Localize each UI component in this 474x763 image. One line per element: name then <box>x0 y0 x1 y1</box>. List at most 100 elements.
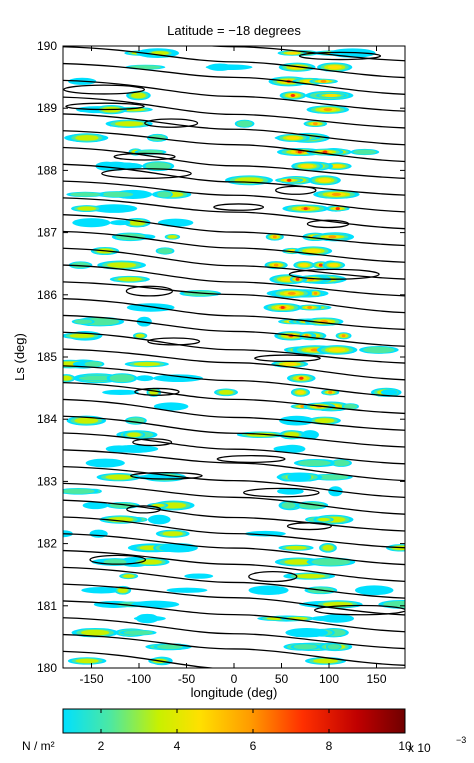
y-tick-label: 182 <box>37 537 57 551</box>
contour-line <box>63 449 405 482</box>
x-tick-label: -150 <box>79 672 103 686</box>
y-tick-label: 181 <box>37 599 57 613</box>
contour-line <box>63 499 405 532</box>
x-tick-label: 0 <box>231 672 238 686</box>
contour-line <box>63 79 405 112</box>
contour-line <box>63 264 405 297</box>
heat-blob <box>287 472 312 482</box>
heat-blob <box>161 502 187 509</box>
heat-blob <box>162 531 183 537</box>
heat-blob <box>70 192 101 197</box>
heat-blob <box>127 432 141 438</box>
y-tick-label: 190 <box>37 39 57 53</box>
heat-blob <box>105 445 133 453</box>
contour-loop <box>126 505 162 514</box>
contour-line <box>63 533 405 566</box>
contour-line <box>63 230 405 263</box>
heat-blob <box>131 600 180 609</box>
heat-blob <box>329 263 339 267</box>
contour-loop <box>314 604 405 616</box>
heat-blob <box>303 207 308 211</box>
heat-blob <box>318 263 323 267</box>
heat-blob <box>131 92 146 99</box>
heat-blob <box>343 403 358 410</box>
heat-blob <box>285 627 329 638</box>
heat-blob <box>299 376 304 380</box>
heat-blob <box>91 204 138 213</box>
heat-blob <box>362 346 395 354</box>
heat-blob <box>332 459 350 467</box>
heat-blob <box>167 235 178 239</box>
contour-loop <box>63 84 146 95</box>
heat-blob <box>153 402 189 411</box>
heat-blob <box>284 559 313 565</box>
heat-blob <box>281 502 296 509</box>
heat-blob <box>63 488 95 494</box>
heat-blob <box>85 458 125 468</box>
contour-loop <box>213 203 265 211</box>
heat-blob <box>157 218 194 227</box>
y-axis-ticks: 180 181 182 183 184 185 186 187 188 189 190 <box>37 39 405 675</box>
contour-loop <box>65 102 145 111</box>
contour-line <box>63 650 222 668</box>
heat-blob <box>353 149 377 155</box>
heat-blob <box>341 334 346 338</box>
contour-line <box>63 314 405 347</box>
heat-blob <box>82 501 109 510</box>
heat-blob <box>295 277 300 281</box>
y-tick-label: 184 <box>37 412 57 426</box>
y-tick-label: 185 <box>37 350 57 364</box>
heat-blob <box>75 658 99 664</box>
heat-blob <box>307 306 312 310</box>
heat-blob <box>273 445 305 453</box>
heat-blob <box>117 587 128 593</box>
heat-blob <box>286 51 299 55</box>
heat-blob <box>354 585 394 596</box>
heat-blob <box>184 573 214 579</box>
contour-line <box>63 197 405 230</box>
colorbar <box>62 708 406 734</box>
contour-line <box>63 62 405 95</box>
heat-blob <box>331 164 344 168</box>
heat-blob <box>80 629 110 636</box>
contour-line <box>63 382 405 415</box>
y-tick-label: 187 <box>37 226 57 240</box>
contour-line <box>63 633 405 666</box>
heat-blob <box>280 306 285 310</box>
contour-line <box>63 432 405 465</box>
contour-line <box>63 482 405 515</box>
heat-blob <box>299 263 309 267</box>
heat-blob <box>286 136 300 140</box>
contour-line <box>63 214 405 247</box>
heat-blob <box>272 235 277 239</box>
heat-blob <box>290 93 295 97</box>
heat-blob <box>72 218 111 228</box>
heat-blob <box>287 291 296 295</box>
heat-blob <box>301 430 319 440</box>
heat-blob <box>297 150 302 154</box>
heat-blob <box>322 544 334 551</box>
heat-blob <box>327 644 341 650</box>
heat-blob <box>117 277 142 282</box>
contour-line <box>63 398 405 431</box>
contour-line <box>63 247 405 280</box>
heat-blob <box>318 178 332 183</box>
contour-loop <box>248 570 298 583</box>
contour-line <box>63 348 405 381</box>
contour-loop <box>132 438 173 447</box>
contour-loop <box>298 51 382 61</box>
contour-loop <box>144 118 199 128</box>
heat-blob <box>123 630 153 635</box>
heat-blob <box>109 374 135 383</box>
contour-line <box>63 549 405 582</box>
colorbar-exponent: −3 <box>456 735 466 745</box>
contour-line <box>63 146 405 179</box>
heat-blob <box>105 474 133 480</box>
heat-blob <box>313 122 318 126</box>
x-tick-label: -100 <box>127 672 151 686</box>
heat-blob <box>123 574 135 578</box>
heat-blob <box>135 375 154 382</box>
contour-line <box>63 113 405 146</box>
contour-line <box>63 600 405 633</box>
heat-blob <box>133 615 166 622</box>
